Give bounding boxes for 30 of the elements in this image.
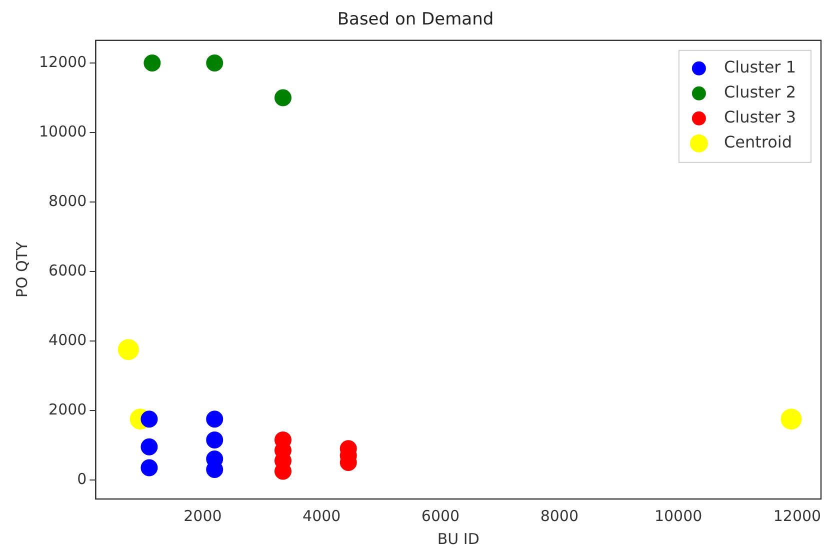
y-tick-label: 8000 [48, 192, 87, 210]
point [780, 408, 802, 430]
point [206, 410, 224, 428]
x-tick-label: 2000 [184, 506, 222, 525]
legend-label: Centroid [724, 132, 792, 152]
chart-title: Based on Demand [337, 10, 494, 30]
legend-label: Cluster 3 [724, 108, 796, 127]
point [144, 54, 161, 72]
x-tick-label: 12000 [773, 506, 822, 525]
legend-label: Cluster 1 [724, 58, 796, 77]
y-axis-title: PO QTY [12, 240, 31, 298]
x-tick-label: 10000 [654, 506, 702, 525]
y-tick-label: 12000 [39, 52, 87, 71]
point [140, 410, 158, 428]
point [206, 431, 224, 448]
point [274, 89, 292, 106]
x-tick-label: 8000 [540, 506, 579, 525]
x-tick-label: 6000 [421, 506, 460, 525]
y-tick-label: 6000 [48, 261, 87, 280]
x-tick-label: 4000 [302, 506, 341, 525]
legend-label: Cluster 2 [724, 82, 796, 102]
y-tick-label: 4000 [48, 330, 87, 349]
y-tick-label: 10000 [39, 122, 87, 140]
point [118, 339, 139, 360]
point [140, 459, 158, 476]
y-tick-label: 2000 [48, 400, 87, 418]
point [140, 438, 158, 456]
y-tick-label: 0 [77, 470, 87, 488]
point [206, 54, 224, 72]
x-axis-title: BU ID [437, 530, 480, 548]
